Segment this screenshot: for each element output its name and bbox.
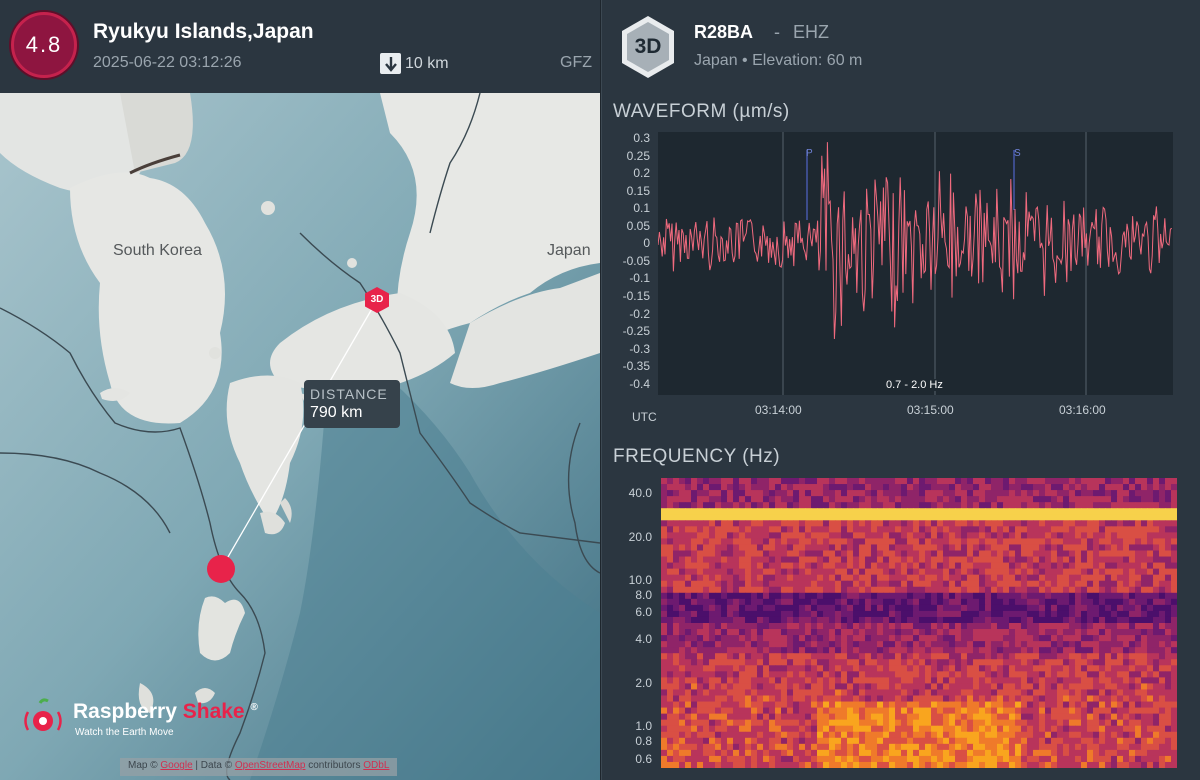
waveform-plot[interactable]: P S 0.7 - 2.0 Hz (657, 132, 1173, 395)
distance-label: DISTANCE (310, 386, 388, 402)
waveform-x-tick: 03:16:00 (1059, 403, 1106, 417)
station-marker[interactable] (365, 287, 389, 313)
frequency-y-tick: 10.0 (628, 573, 652, 587)
map-view[interactable]: South Korea Japan 3D DISTANCE 790 km Ras… (0, 93, 600, 780)
magnitude-badge: 4.8 (11, 12, 77, 78)
waveform-y-tick: -0.1 (629, 271, 650, 286)
waveform-trace (657, 132, 1173, 395)
frequency-y-tick: 1.0 (635, 719, 652, 733)
waveform-y-tick: 0 (643, 236, 650, 251)
station-channel: EHZ (793, 22, 829, 42)
waveform-y-tick: 0.25 (626, 148, 650, 163)
map-label-japan: Japan (547, 242, 591, 259)
phase-s-label: S (1014, 148, 1021, 159)
attribution-map-link[interactable]: Google (160, 760, 193, 771)
waveform-y-tick: 0.1 (633, 201, 650, 216)
frequency-y-tick: 6.0 (635, 605, 652, 619)
map-label-south-korea: South Korea (113, 242, 202, 259)
waveform-y-tick: -0.3 (629, 341, 650, 356)
frequency-y-tick: 20.0 (628, 530, 652, 544)
brand-name-part2: Shake (182, 700, 245, 723)
station-panel: 3D R28BA - EHZ Japan • Elevation: 60 m W… (601, 0, 1200, 780)
attribution-osm-link[interactable]: ODbL (363, 760, 390, 771)
waveform-y-tick: 0.3 (633, 131, 650, 145)
filter-label: 0.7 - 2.0 Hz (882, 379, 947, 391)
brand-logo[interactable]: Raspberry Shake ® Watch the Earth Move (22, 698, 282, 748)
waveform-y-tick: -0.05 (622, 253, 650, 268)
waveform-x-tick: 03:14:00 (755, 403, 802, 417)
frequency-y-tick: 40.0 (628, 486, 652, 500)
attribution-map-prefix: Map © (128, 760, 158, 771)
arrow-down-icon (380, 53, 401, 74)
depth-value: 10 km (405, 54, 449, 72)
map-canvas (0, 93, 600, 780)
phase-p-label: P (806, 148, 813, 159)
brand-name-part1: Raspberry (73, 700, 177, 723)
station-badge-label: 3D (634, 35, 662, 58)
map-attribution: Map © Google | Data © OpenStreetMap cont… (120, 758, 398, 776)
frequency-y-tick: 0.8 (635, 734, 652, 748)
event-source: GFZ (560, 54, 592, 71)
waveform-title: WAVEFORM (µm/s) (613, 101, 790, 122)
attribution-data-link[interactable]: OpenStreetMap (234, 760, 306, 771)
event-depth: 10 km (380, 53, 449, 74)
event-title: Ryukyu Islands,Japan (93, 20, 314, 43)
event-panel: 4.8 Ryukyu Islands,Japan 2025-06-22 03:1… (0, 0, 600, 780)
station-location: Japan • Elevation: 60 m (694, 52, 863, 69)
distance-value: 790 km (310, 404, 363, 421)
waveform-y-tick: -0.2 (629, 306, 650, 321)
station-code: R28BA (694, 22, 754, 42)
raspberry-shake-icon (24, 698, 62, 731)
waveform-y-tick: -0.25 (622, 324, 650, 339)
spectrogram-cells (661, 478, 1177, 768)
waveform-y-tick: 0.15 (626, 183, 650, 198)
attribution-contributors: contributors (308, 760, 361, 771)
waveform-line (657, 142, 1173, 340)
waveform-y-tick: -0.35 (622, 359, 650, 374)
spectrogram-image (661, 478, 1177, 768)
waveform-x-tick: 03:15:00 (907, 403, 954, 417)
frequency-y-tick: 4.0 (635, 632, 652, 646)
waveform-y-tick: 0.2 (633, 166, 650, 181)
frequency-y-tick: 0.6 (635, 752, 652, 766)
utc-label: UTC (632, 410, 657, 424)
brand-registered: ® (250, 702, 258, 713)
frequency-title: FREQUENCY (Hz) (613, 446, 781, 467)
event-header: 4.8 Ryukyu Islands,Japan 2025-06-22 03:1… (0, 0, 600, 93)
spectrogram-plot[interactable] (661, 478, 1177, 768)
panel-divider (600, 0, 601, 780)
station-separator: - (774, 22, 780, 42)
brand-tagline: Watch the Earth Move (75, 727, 174, 738)
station-hex-icon (622, 16, 674, 78)
waveform-y-tick: -0.15 (622, 288, 650, 303)
waveform-y-tick: 0.05 (626, 218, 650, 233)
frequency-y-tick: 2.0 (635, 676, 652, 690)
magnitude-value: 4.8 (25, 32, 63, 57)
attribution-data-prefix: | Data © (195, 760, 233, 771)
distance-tooltip: DISTANCE 790 km (304, 380, 400, 428)
frequency-y-tick: 8.0 (635, 588, 652, 602)
station-header: 3D R28BA - EHZ Japan • Elevation: 60 m (602, 0, 1200, 93)
event-datetime: 2025-06-22 03:12:26 (93, 54, 242, 71)
epicenter-marker[interactable] (207, 555, 235, 583)
waveform-y-tick: -0.4 (629, 376, 650, 391)
station-marker-label: 3D (370, 294, 384, 305)
